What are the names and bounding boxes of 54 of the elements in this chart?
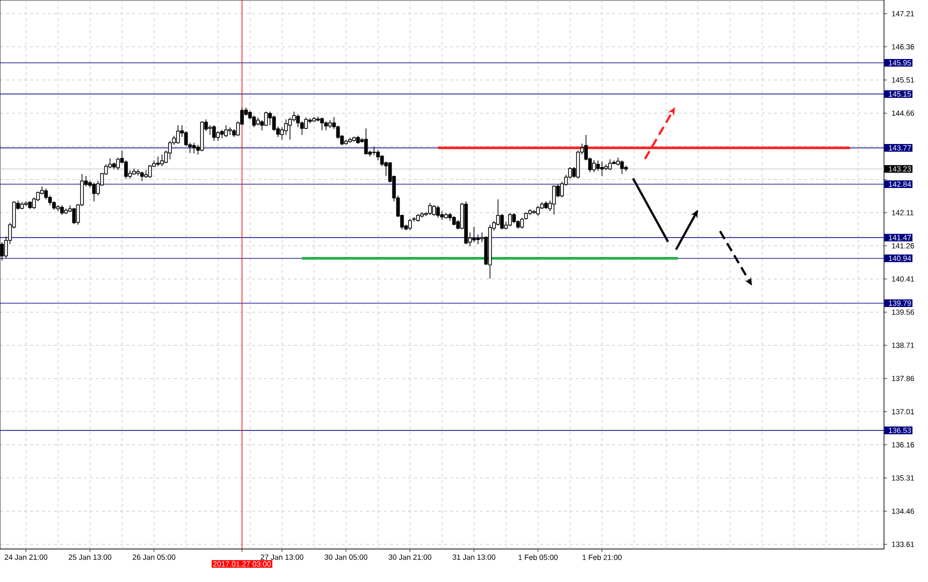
candlestick <box>296 114 300 128</box>
candlestick <box>440 210 444 220</box>
candlestick <box>148 164 152 178</box>
candlestick <box>284 119 288 136</box>
candlestick <box>208 124 212 136</box>
candlestick <box>92 182 96 202</box>
candlestick <box>60 204 64 216</box>
candlestick <box>600 161 604 176</box>
candlestick <box>496 199 500 226</box>
candlestick <box>156 156 160 167</box>
candlestick <box>280 126 284 140</box>
candlestick <box>344 139 348 146</box>
candlestick <box>228 126 232 136</box>
candlestick <box>464 200 468 245</box>
candlestick <box>596 160 600 172</box>
candlestick <box>472 226 476 243</box>
candlestick <box>292 111 296 122</box>
candlestick <box>224 124 228 138</box>
candlestick <box>288 117 292 140</box>
candlestick <box>140 171 144 182</box>
candlestick <box>64 208 68 214</box>
candlestick <box>328 120 332 128</box>
candlestick <box>20 202 24 210</box>
candlestick <box>372 146 376 156</box>
candlestick <box>212 124 216 142</box>
candlestick <box>592 160 596 172</box>
candlestick <box>184 130 188 146</box>
candlestick <box>44 188 48 200</box>
candlestick <box>200 120 204 152</box>
candlestick <box>348 137 352 144</box>
candlestick <box>56 204 60 212</box>
candlestick <box>316 116 320 122</box>
candlestick <box>488 224 492 279</box>
candlestick <box>116 157 120 170</box>
candlestick <box>136 168 140 176</box>
candlestick <box>264 111 268 126</box>
candlestick <box>452 216 456 226</box>
candlestick <box>624 165 628 172</box>
candlestick <box>560 181 564 198</box>
candlestick <box>160 154 164 167</box>
candlestick <box>192 142 196 154</box>
candlestick <box>168 140 172 160</box>
candlestick <box>616 157 620 166</box>
candlestick <box>144 170 148 178</box>
candlestick <box>176 124 180 144</box>
candlestick <box>268 111 272 126</box>
candlestick <box>476 234 480 245</box>
candlestick <box>304 117 308 130</box>
candlestick <box>364 128 368 155</box>
candlestick <box>72 208 76 224</box>
candlestick <box>216 130 220 142</box>
candlestick <box>132 168 136 176</box>
candlestick <box>576 150 580 179</box>
candlestick <box>376 149 380 161</box>
